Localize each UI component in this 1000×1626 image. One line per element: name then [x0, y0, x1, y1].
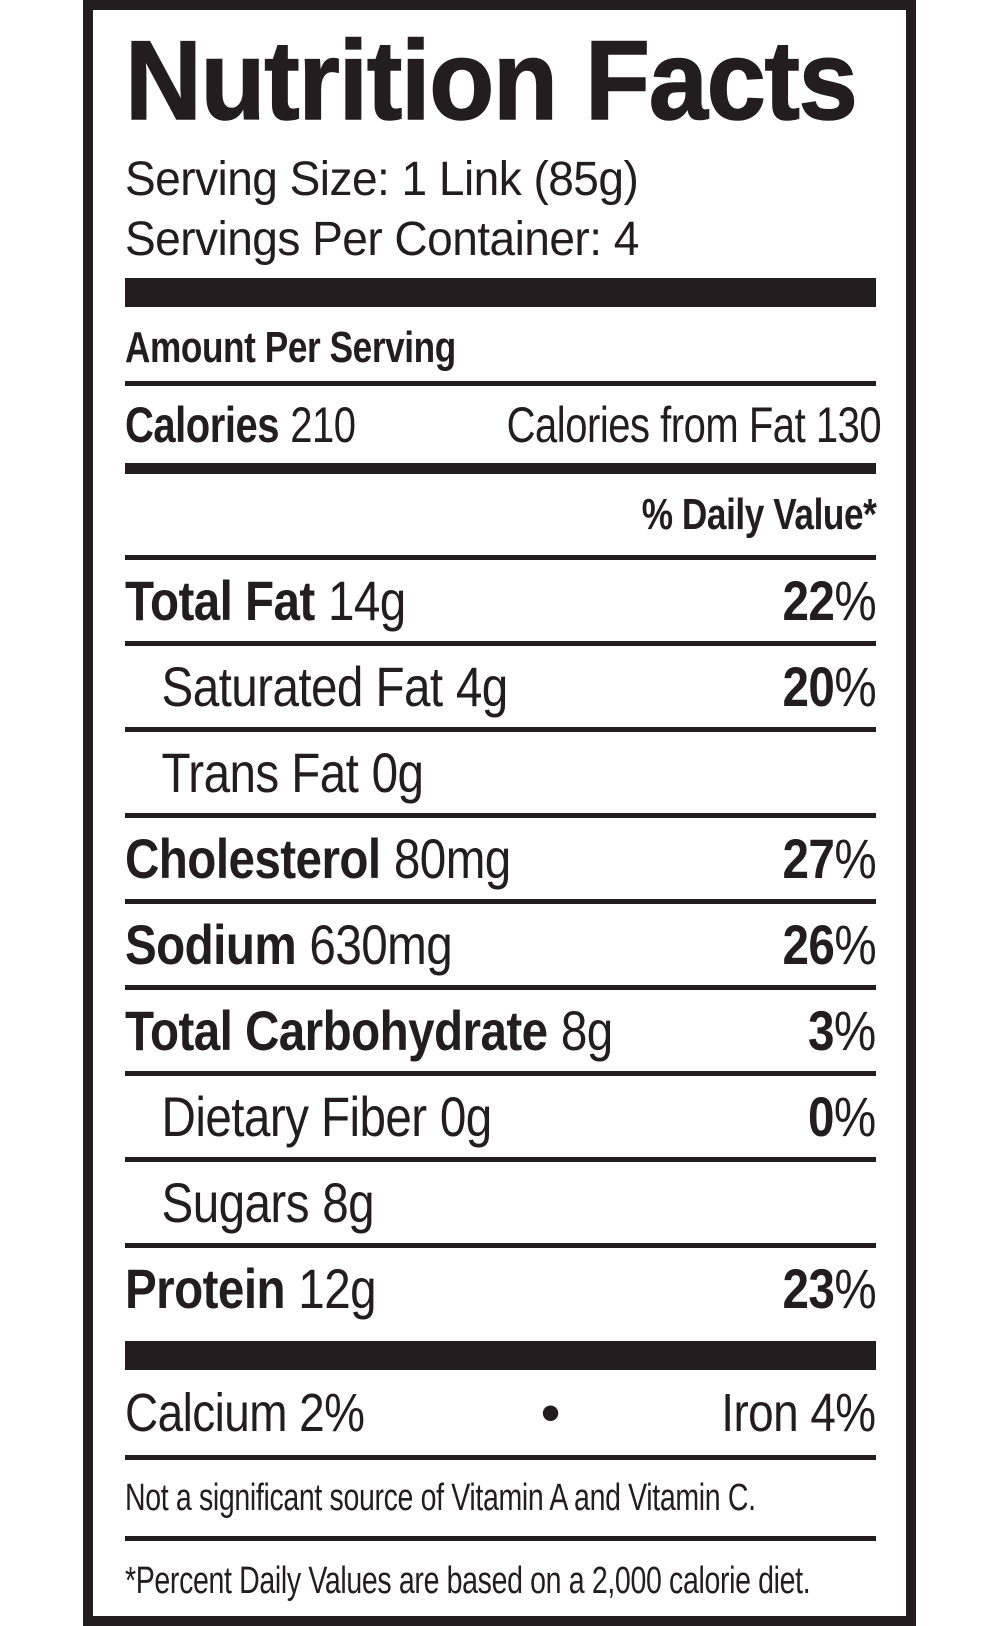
- serving-size-line: Serving Size: 1 Link (85g): [125, 153, 639, 206]
- calories-from-fat: Calories from Fat 130: [506, 396, 882, 453]
- servings-per-container-line: Servings Per Container: 4: [125, 213, 639, 266]
- nutrient-row-cholesterol: Cholesterol 80mg 27%: [125, 818, 877, 904]
- nutrient-text: Total Fat 14g: [125, 568, 406, 633]
- daily-value-percent: 3%: [808, 999, 876, 1062]
- nutrient-name: Dietary Fiber: [161, 1085, 428, 1148]
- daily-value-header: % Daily Value*: [125, 474, 876, 560]
- nutrition-facts-label: Nutrition Facts Serving Size: 1 Link (85…: [83, 0, 916, 1626]
- nutrient-amount: 0g: [371, 741, 424, 804]
- nutrient-row-total-carbohydrate: Total Carbohydrate 8g 3%: [125, 990, 877, 1076]
- nutrient-name: Cholesterol: [125, 827, 381, 890]
- daily-value-percent: 23%: [782, 1257, 876, 1320]
- bullet-separator: •: [541, 1382, 560, 1443]
- nutrient-text: Cholesterol 80mg: [125, 826, 511, 891]
- nutrient-amount: 0g: [439, 1085, 492, 1148]
- nutrient-text: Dietary Fiber 0g: [125, 1084, 493, 1149]
- daily-value-percent: 0%: [808, 1085, 876, 1148]
- minerals-row: Calcium 2% • Iron 4%: [125, 1370, 877, 1460]
- nutrient-amount: 8g: [560, 999, 613, 1062]
- label-title-text: Nutrition Facts: [124, 18, 858, 143]
- nutrient-row-sodium: Sodium 630mg 26%: [125, 904, 877, 990]
- nutrient-name: Total Carbohydrate: [125, 999, 548, 1062]
- divider-bar-bottom: [125, 1341, 876, 1370]
- calories-value: 210: [290, 396, 356, 453]
- nutrient-amount: 80mg: [393, 827, 511, 890]
- nutrient-text: Sodium 630mg: [125, 912, 453, 977]
- nutrient-row-dietary-fiber: Dietary Fiber 0g 0%: [125, 1076, 877, 1162]
- calcium-value: Calcium 2%: [125, 1382, 365, 1443]
- nutrient-amount: 4g: [455, 655, 508, 718]
- daily-value-percent: 22%: [782, 569, 876, 632]
- nutrient-name: Trans Fat: [161, 741, 359, 804]
- nutrient-text: Saturated Fat 4g: [125, 654, 509, 719]
- nutrient-text: Sugars 8g: [125, 1170, 375, 1235]
- daily-value-percent: 26%: [782, 913, 876, 976]
- nutrient-row-saturated-fat: Saturated Fat 4g 20%: [125, 646, 877, 732]
- label-title: Nutrition Facts: [124, 18, 876, 143]
- nutrient-amount: 12g: [298, 1257, 377, 1320]
- nutrient-amount: 14g: [327, 569, 406, 632]
- nutrient-text: Protein 12g: [125, 1256, 377, 1321]
- iron-value: Iron 4%: [721, 1382, 877, 1443]
- vitamin-note: Not a significant source of Vitamin A an…: [125, 1460, 876, 1541]
- calories-label: Calories: [125, 396, 280, 453]
- label-content: Nutrition Facts Serving Size: 1 Link (85…: [93, 10, 906, 1616]
- nutrient-row-protein: Protein 12g 23%: [125, 1248, 877, 1329]
- nutrient-row-sugars: Sugars 8g: [125, 1162, 876, 1248]
- calories-row: Calories 210 Calories from Fat 130: [125, 386, 882, 474]
- nutrient-row-total-fat: Total Fat 14g 22%: [125, 560, 877, 646]
- amount-per-serving-header: Amount Per Serving: [125, 307, 876, 386]
- daily-value-footnote: *Percent Daily Values are based on a 2,0…: [125, 1559, 811, 1602]
- daily-value-percent: 20%: [782, 655, 876, 718]
- nutrient-row-trans-fat: Trans Fat 0g: [125, 732, 876, 818]
- calories-left: Calories 210: [125, 396, 356, 454]
- nutrient-text: Total Carbohydrate 8g: [125, 998, 613, 1063]
- nutrient-name: Total Fat: [125, 569, 315, 632]
- nutrient-amount: 8g: [322, 1171, 375, 1234]
- daily-value-percent: 27%: [782, 827, 876, 890]
- divider-bar-top: [125, 278, 876, 307]
- nutrient-name: Protein: [125, 1257, 286, 1320]
- nutrient-amount: 630mg: [309, 913, 453, 976]
- nutrient-text: Trans Fat 0g: [125, 740, 424, 805]
- nutrient-name: Sodium: [125, 913, 297, 976]
- nutrient-name: Saturated Fat: [161, 655, 444, 718]
- nutrient-name: Sugars: [161, 1171, 310, 1234]
